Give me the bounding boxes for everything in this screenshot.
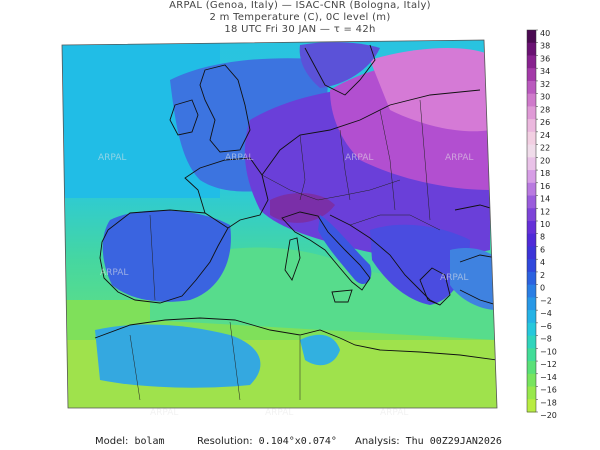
colorbar-tick-label: 0 bbox=[540, 284, 545, 293]
colorbar-tick-label: −8 bbox=[540, 335, 552, 344]
colorbar-band bbox=[527, 157, 536, 171]
colorbar-tick-label: 2 bbox=[540, 271, 545, 280]
colorbar-tick-label: −18 bbox=[540, 398, 557, 407]
model-value: bolam bbox=[134, 436, 165, 447]
colorbar-band bbox=[527, 221, 536, 235]
colorbar-tick-label: 38 bbox=[540, 42, 550, 51]
colorbar-band bbox=[527, 297, 536, 311]
colorbar-band bbox=[527, 131, 536, 146]
footer-model: Model: bolam bbox=[95, 436, 165, 447]
header-title: ARPAL (Genoa, Italy) — ISAC-CNR (Bologna… bbox=[169, 0, 431, 11]
colorbar-tick-label: −4 bbox=[540, 309, 552, 318]
colorbar-band bbox=[527, 106, 536, 120]
colorbar-tick-label: 20 bbox=[540, 156, 550, 165]
colorbar-band bbox=[527, 348, 536, 362]
colorbar-band bbox=[527, 30, 536, 44]
colorbar-tick-label: 32 bbox=[540, 80, 550, 89]
watermark-label: ARPAL bbox=[440, 273, 468, 283]
colorbar-band bbox=[527, 246, 536, 260]
footer-resolution: Resolution: 0.104°x0.074° bbox=[197, 436, 337, 447]
colorbar-tick-label: 34 bbox=[540, 67, 550, 76]
colorbar-band bbox=[527, 80, 536, 95]
colorbar-band bbox=[527, 170, 536, 184]
map-frame bbox=[61, 39, 498, 409]
colorbar-band bbox=[527, 182, 536, 197]
analysis-label: Analysis: bbox=[355, 436, 400, 447]
colorbar-tick-label: 8 bbox=[540, 233, 545, 242]
colorbar-tick-label: 16 bbox=[540, 182, 550, 191]
colorbar-band bbox=[527, 373, 536, 388]
colorbar-band bbox=[527, 195, 536, 209]
map-domain bbox=[62, 40, 497, 408]
colorbar-tick-label: −14 bbox=[540, 373, 557, 382]
colorbar-tick-label: −16 bbox=[540, 386, 557, 395]
resolution-value: 0.104°x0.074° bbox=[258, 436, 337, 447]
colorbar-tick-label: 22 bbox=[540, 144, 550, 153]
watermark-label: ARPAL bbox=[265, 408, 293, 418]
colorbar-tick-label: 36 bbox=[540, 54, 550, 63]
country-borders bbox=[129, 99, 441, 401]
colorbar-band bbox=[527, 68, 536, 82]
colorbar: 4038363432302826242220181614121086420−2−… bbox=[526, 29, 557, 420]
colorbar-band bbox=[527, 335, 536, 349]
colorbar-band bbox=[527, 233, 536, 247]
colorbar-tick-label: 6 bbox=[540, 245, 545, 254]
colorbar-tick-label: 40 bbox=[540, 29, 550, 38]
colorbar-tick-label: −20 bbox=[540, 411, 557, 420]
watermark-label: ARPAL bbox=[345, 153, 373, 163]
colorbar-tick-label: 26 bbox=[540, 118, 550, 127]
colorbar-tick-label: −12 bbox=[540, 360, 557, 369]
analysis-value: Thu 00Z29JAN2026 bbox=[405, 436, 502, 447]
colorbar-band bbox=[527, 42, 536, 56]
colorbar-tick-label: 30 bbox=[540, 93, 550, 102]
header-subtitle: 2 m Temperature (C), 0C level (m) bbox=[209, 12, 391, 23]
watermark-label: ARPAL bbox=[445, 153, 473, 163]
colorbar-band bbox=[527, 259, 536, 273]
colorbar-band bbox=[527, 119, 536, 133]
colorbar-band bbox=[527, 208, 536, 222]
colorbar-tick-label: 24 bbox=[540, 131, 550, 140]
colorbar-tick-label: −10 bbox=[540, 347, 557, 356]
watermark-label: ARPAL bbox=[380, 408, 408, 418]
footer-analysis: Analysis: Thu 00Z29JAN2026 bbox=[355, 436, 502, 447]
colorbar-tick-label: −2 bbox=[540, 296, 552, 305]
watermark-label: ARPAL bbox=[150, 408, 178, 418]
colorbar-tick-label: 14 bbox=[540, 195, 550, 204]
colorbar-band bbox=[527, 93, 536, 107]
colorbar-band bbox=[527, 284, 536, 298]
colorbar-tick-label: 10 bbox=[540, 220, 550, 229]
colorbar-tick-label: 18 bbox=[540, 169, 550, 178]
watermark-label: ARPAL bbox=[225, 153, 253, 163]
colorbar-band bbox=[527, 55, 536, 69]
model-label: Model: bbox=[95, 436, 129, 447]
watermark-label: ARPAL bbox=[98, 153, 126, 163]
colorbar-tick-label: −6 bbox=[540, 322, 552, 331]
colorbar-tick-label: 4 bbox=[540, 258, 545, 267]
coastlines bbox=[94, 44, 497, 361]
colorbar-tick-label: 28 bbox=[540, 105, 550, 114]
colorbar-band bbox=[527, 399, 536, 413]
watermark-group: ARPAL ARPAL ARPAL ARPAL ARPAL ARPAL ARPA… bbox=[98, 153, 473, 418]
resolution-label: Resolution: bbox=[197, 436, 253, 447]
colorbar-band bbox=[527, 322, 536, 337]
header-time: 18 UTC Fri 30 JAN — τ = 42h bbox=[224, 24, 376, 35]
colorbar-band bbox=[527, 144, 536, 158]
colorbar-band bbox=[527, 310, 536, 324]
colorbar-band bbox=[527, 386, 536, 400]
colorbar-tick-label: 12 bbox=[540, 207, 550, 216]
watermark-label: ARPAL bbox=[100, 268, 128, 278]
colorbar-band bbox=[527, 361, 536, 375]
colorbar-band bbox=[527, 271, 536, 286]
